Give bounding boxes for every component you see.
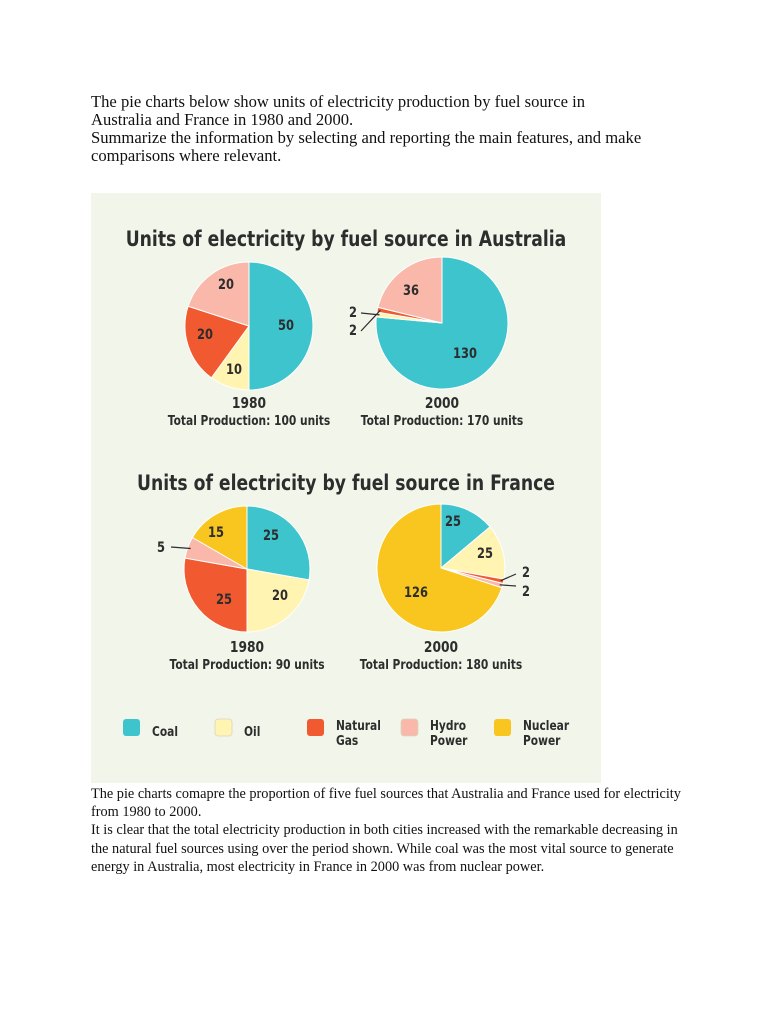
legend-label-hydro: Hydro bbox=[430, 718, 466, 733]
pie-4-year: 2000 bbox=[424, 639, 458, 656]
pie-1-year: 1980 bbox=[232, 395, 266, 412]
pie-1-slice-hydro-power bbox=[187, 261, 250, 327]
pie-2-caption: Total Production: 170 units bbox=[361, 413, 523, 428]
pie-3-leader-hydro-power bbox=[170, 546, 191, 550]
figure-background bbox=[91, 193, 601, 783]
pie-4-label-coal: 25 bbox=[445, 514, 461, 530]
task-prompt: The pie charts below show units of elect… bbox=[91, 93, 691, 165]
legend-label-nuclear: Nuclear bbox=[523, 718, 569, 733]
pie-3-slice-oil bbox=[246, 568, 310, 633]
answer-paragraph: The pie charts comapre the proportion of… bbox=[91, 786, 681, 821]
legend-swatch-coal bbox=[123, 719, 140, 736]
legend-swatch-natural-gas bbox=[307, 719, 324, 736]
pie-3-label-nuclear-power: 15 bbox=[208, 525, 224, 541]
pie-4-slice-nuclear-power bbox=[376, 503, 503, 633]
pie-1-slice-natural-gas bbox=[184, 305, 250, 379]
chart-title-australia: Units of electricity by fuel source in A… bbox=[126, 226, 567, 251]
legend-swatch-hydro-power bbox=[400, 718, 419, 737]
legend-label-natural-gas: Gas bbox=[336, 733, 358, 748]
legend-label-nuclear-power: Power bbox=[523, 733, 561, 748]
prompt-line: Summarize the information by selecting a… bbox=[91, 128, 642, 147]
prompt-line: Australia and France in 1980 and 2000. bbox=[91, 110, 354, 129]
prompt-line: The pie charts below show units of elect… bbox=[91, 92, 585, 111]
pie-charts-figure: Units of electricity by fuel source in A… bbox=[91, 193, 601, 783]
pie-2-leader-natural-gas bbox=[360, 309, 381, 332]
pie-2-label-hydro-power: 36 bbox=[403, 283, 419, 299]
pie-3-caption: Total Production: 90 units bbox=[169, 657, 324, 672]
pie-4-label-oil: 25 bbox=[477, 546, 493, 562]
pie-4-slice-oil bbox=[439, 526, 506, 580]
prompt-line: comparisons where relevant. bbox=[91, 146, 282, 165]
pie-4-label-hydro-power: 2 bbox=[522, 584, 530, 600]
legend-swatch-oil bbox=[214, 718, 233, 737]
pie-1-label-coal: 50 bbox=[278, 318, 294, 334]
chart-title-france: Units of electricity by fuel source in F… bbox=[137, 470, 555, 495]
legend-swatch-nuclear-power bbox=[494, 719, 511, 736]
pie-1-label-natural-gas: 20 bbox=[197, 327, 213, 343]
pie-3-year: 1980 bbox=[230, 639, 264, 656]
pie-3-slice-nuclear-power bbox=[191, 505, 248, 570]
pie-4-label-nuclear-power: 126 bbox=[404, 585, 428, 601]
legend-label-oil: Oil bbox=[244, 724, 260, 739]
pie-2-year: 2000 bbox=[425, 395, 459, 412]
pie-3-label-natural-gas: 25 bbox=[216, 592, 232, 608]
pie-1-label-hydro-power: 20 bbox=[218, 277, 234, 293]
legend-label-coal: Coal bbox=[152, 724, 178, 739]
pie-4-slice-coal bbox=[440, 503, 491, 570]
pie-2-slice-coal bbox=[375, 256, 509, 390]
pie-2-label-natural-gas: 2 bbox=[349, 323, 357, 339]
pie-1-slice-coal bbox=[248, 261, 314, 391]
pie-3-label-oil: 20 bbox=[272, 588, 288, 604]
pie-4-leader-hydro-power bbox=[499, 584, 517, 587]
pie-2-slice-hydro-power bbox=[377, 256, 443, 324]
pie-3-label-hydro-power: 5 bbox=[157, 540, 165, 556]
answer-text: The pie charts comapre the proportion of… bbox=[91, 785, 691, 876]
pie-1-label-oil: 10 bbox=[226, 362, 242, 378]
answer-paragraph: It is clear that the total electricity p… bbox=[91, 822, 678, 875]
pie-3-label-coal: 25 bbox=[263, 528, 279, 544]
legend-label-natural: Natural bbox=[336, 718, 381, 733]
pie-3-slice-coal bbox=[246, 505, 311, 581]
pie-4-leader-natural-gas bbox=[500, 573, 517, 582]
pie-4-label-natural-gas: 2 bbox=[522, 565, 530, 581]
pie-charts-svg: Units of electricity by fuel source in A… bbox=[91, 193, 601, 783]
pie-4-caption: Total Production: 180 units bbox=[360, 657, 522, 672]
pie-1-caption: Total Production: 100 units bbox=[168, 413, 330, 428]
legend-label-hydro-power: Power bbox=[430, 733, 468, 748]
pie-3-slice-natural-gas bbox=[183, 557, 248, 633]
pie-2-label-coal: 130 bbox=[453, 346, 477, 362]
pie-2-label-oil: 2 bbox=[349, 305, 357, 321]
